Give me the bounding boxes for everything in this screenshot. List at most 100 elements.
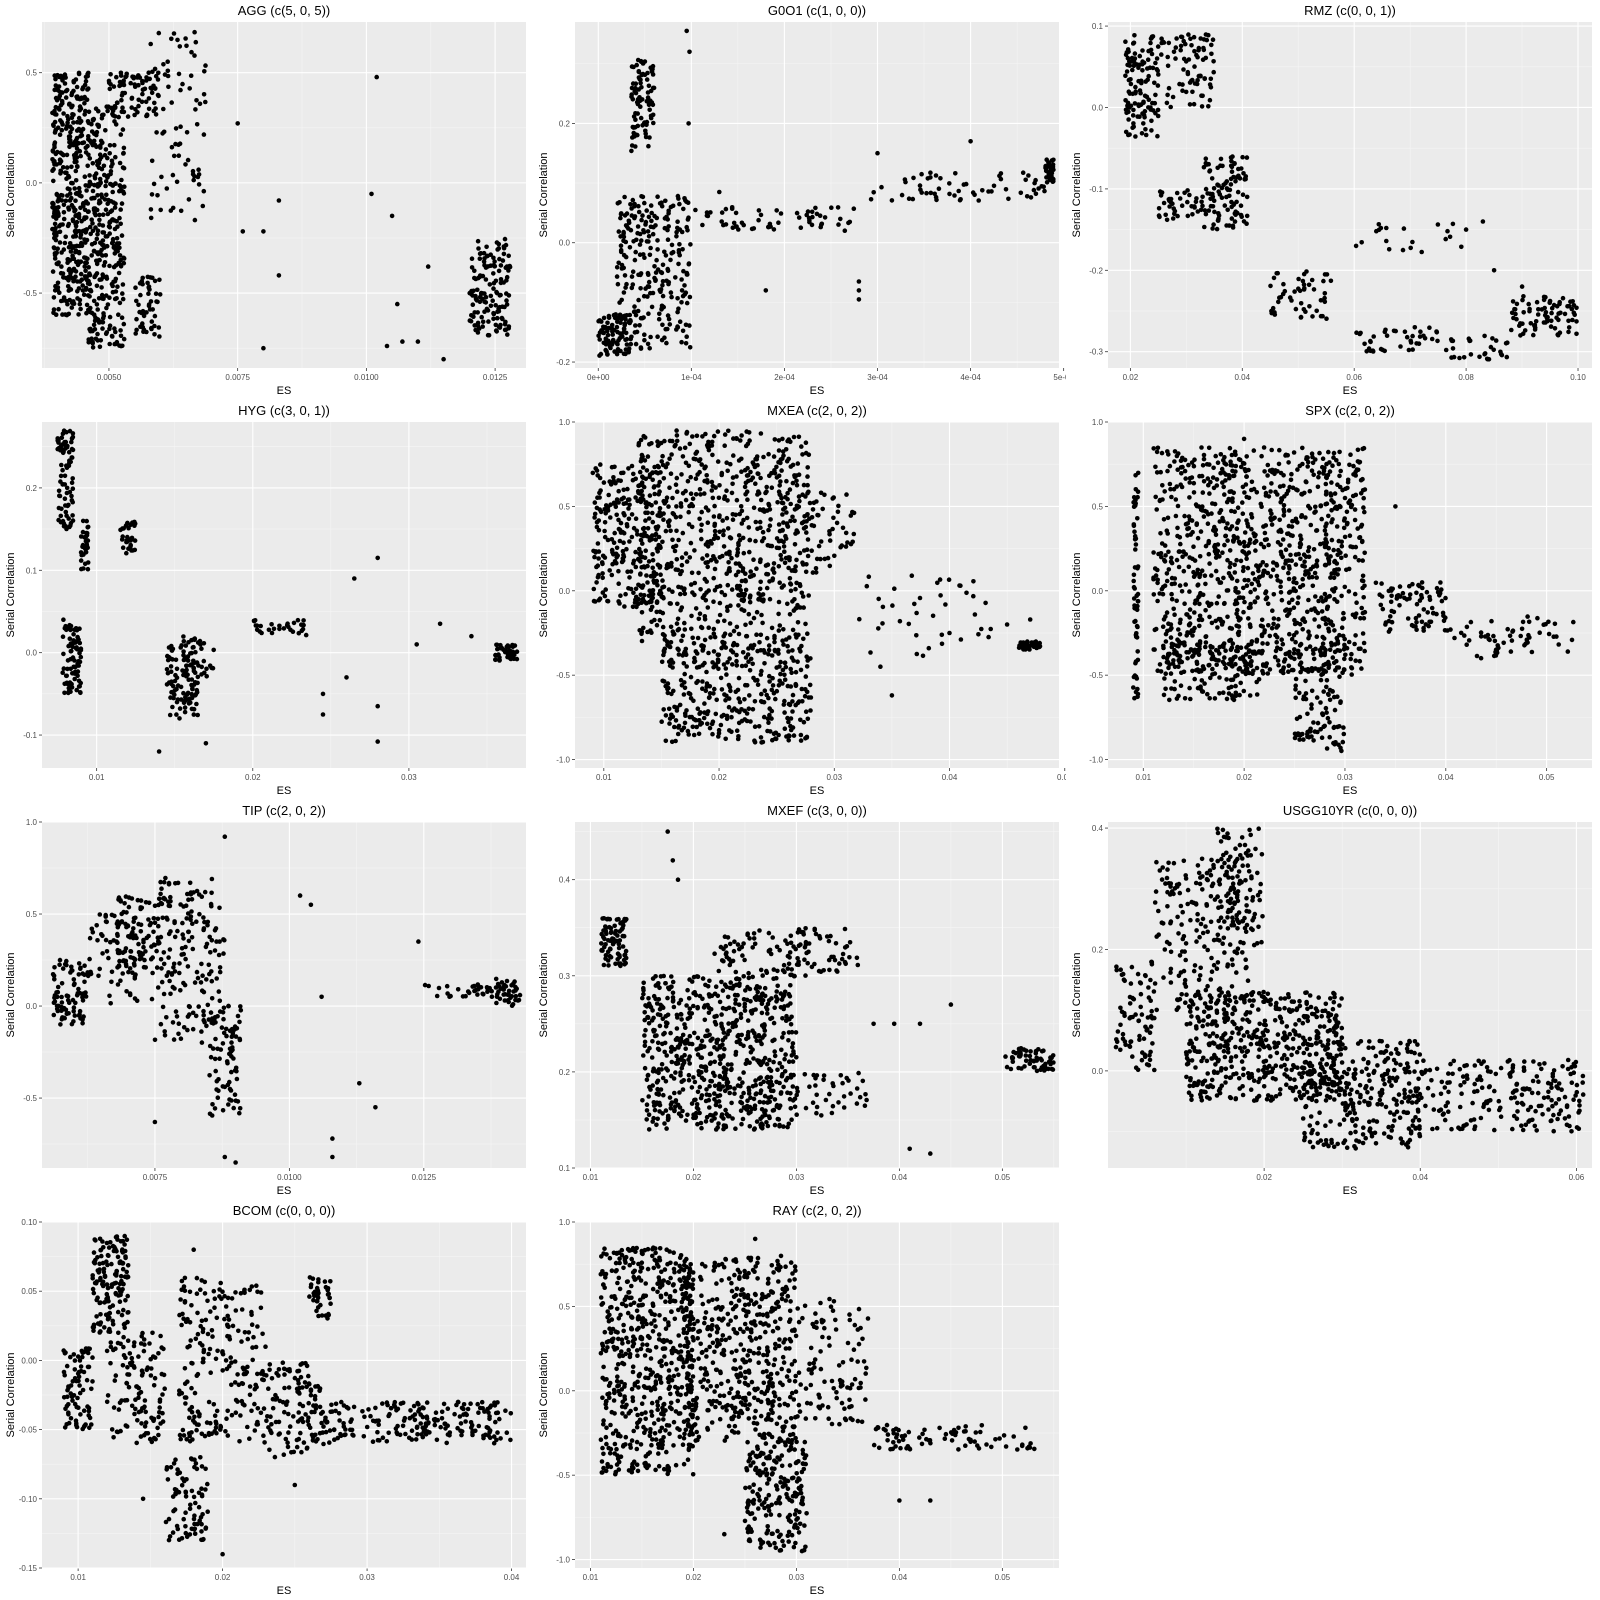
- data-point: [110, 283, 115, 289]
- points-layer: [1131, 436, 1576, 754]
- data-point: [788, 518, 793, 524]
- data-point: [1153, 573, 1159, 578]
- data-point: [94, 159, 100, 164]
- data-point: [657, 617, 663, 623]
- data-point: [1139, 131, 1145, 136]
- data-point: [683, 341, 689, 346]
- data-point: [1192, 457, 1197, 462]
- data-point: [928, 170, 933, 175]
- data-point: [75, 634, 80, 640]
- data-point: [80, 518, 86, 524]
- data-point: [1186, 462, 1191, 468]
- data-point: [68, 681, 74, 687]
- data-point: [711, 575, 716, 581]
- data-point: [125, 114, 131, 119]
- data-point: [614, 512, 619, 518]
- data-point: [180, 81, 185, 87]
- data-point: [793, 681, 798, 687]
- data-point: [1185, 69, 1191, 75]
- data-point: [693, 649, 699, 654]
- data-point: [751, 505, 757, 511]
- data-point: [1287, 295, 1293, 300]
- data-point: [500, 316, 505, 322]
- data-point: [1241, 219, 1247, 224]
- data-point: [702, 491, 707, 496]
- data-point: [741, 608, 747, 613]
- data-point: [601, 480, 607, 485]
- data-point: [642, 337, 647, 343]
- data-point: [639, 629, 645, 635]
- data-point: [879, 184, 884, 190]
- data-point: [113, 154, 118, 160]
- data-point: [702, 637, 708, 643]
- data-point: [748, 469, 753, 475]
- data-point: [1252, 587, 1258, 592]
- data-point: [759, 691, 764, 697]
- data-point: [1166, 549, 1171, 555]
- data-point: [117, 261, 123, 267]
- data-point: [629, 148, 634, 154]
- data-point: [169, 647, 175, 653]
- data-point: [660, 453, 665, 459]
- data-point: [1521, 294, 1526, 299]
- data-point: [1221, 182, 1226, 188]
- data-point: [182, 705, 188, 710]
- data-point: [1222, 203, 1228, 208]
- data-point: [1300, 278, 1306, 284]
- data-point: [61, 111, 66, 116]
- data-point: [1220, 163, 1225, 169]
- data-point: [629, 206, 634, 211]
- data-point: [806, 215, 812, 221]
- data-point: [120, 105, 125, 110]
- data-point: [1191, 544, 1196, 549]
- data-point: [1324, 501, 1330, 506]
- data-point: [60, 518, 66, 524]
- data-point: [1191, 574, 1197, 579]
- data-point: [1138, 78, 1144, 84]
- data-point: [1155, 133, 1160, 139]
- data-point: [1224, 179, 1230, 184]
- data-point: [647, 346, 652, 351]
- data-point: [648, 607, 654, 613]
- data-point: [697, 516, 702, 522]
- data-point: [1361, 495, 1366, 501]
- data-point: [1165, 54, 1170, 60]
- data-point: [679, 472, 684, 477]
- data-point: [630, 269, 636, 275]
- data-point: [183, 657, 189, 662]
- y-tick-label: 0.0: [1092, 103, 1104, 112]
- data-point: [70, 655, 76, 660]
- data-point: [648, 203, 654, 208]
- data-point: [618, 320, 623, 326]
- x-tick-label: 0.0050: [97, 373, 122, 382]
- data-point: [686, 215, 691, 220]
- data-point: [662, 438, 667, 444]
- data-point: [55, 436, 60, 441]
- data-point: [1360, 631, 1366, 636]
- data-point: [648, 224, 654, 230]
- data-point: [792, 473, 797, 478]
- data-point: [644, 533, 650, 539]
- data-point: [1140, 68, 1145, 73]
- data-point: [725, 582, 731, 588]
- data-point: [1153, 60, 1158, 66]
- data-point: [782, 560, 788, 566]
- data-point: [1566, 329, 1571, 335]
- data-point: [100, 326, 105, 331]
- data-point: [758, 475, 763, 481]
- data-point: [770, 683, 776, 688]
- data-point: [666, 504, 671, 509]
- data-point: [629, 463, 635, 469]
- data-point: [1155, 68, 1160, 73]
- data-point: [1309, 451, 1315, 456]
- data-point: [624, 342, 630, 347]
- data-point: [937, 577, 943, 582]
- data-point: [650, 519, 656, 525]
- data-point: [61, 617, 66, 622]
- data-point: [1289, 471, 1294, 477]
- data-point: [1159, 554, 1164, 560]
- data-point: [508, 656, 514, 662]
- data-point: [785, 643, 790, 649]
- chart-panel: RMZ (c(0, 0, 1)) 0.02 0.04 0.06 0.08 0.10 -0.3…: [1066, 0, 1599, 400]
- data-point: [113, 247, 118, 252]
